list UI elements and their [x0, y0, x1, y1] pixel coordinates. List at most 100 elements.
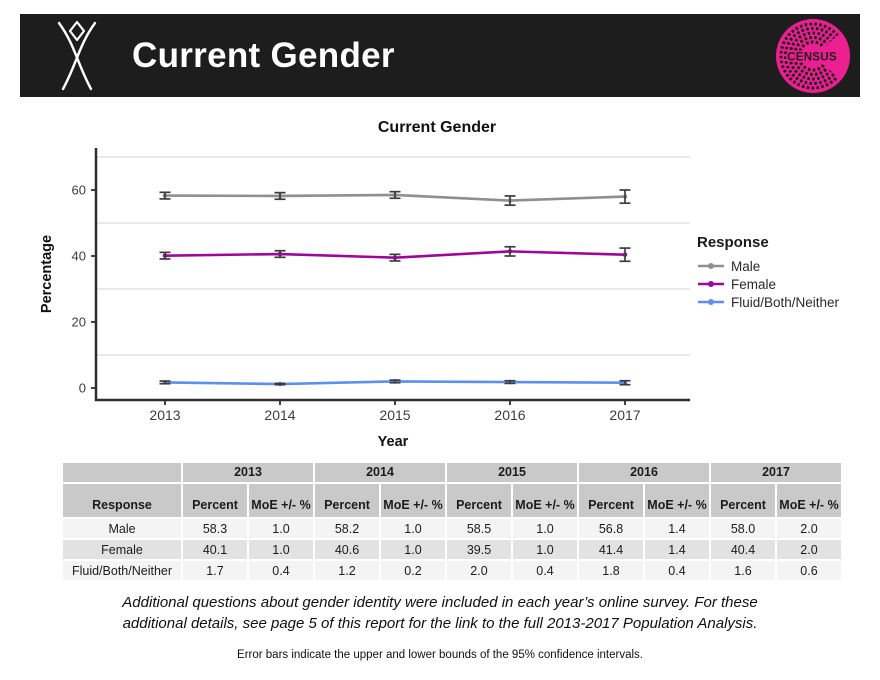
table-cell-male-9: 2.0 [777, 519, 841, 538]
chart-legend: Response Male Female Fluid/Both/Neither [697, 234, 839, 311]
table-cell-fluid-both-neither-0: 1.7 [183, 561, 247, 580]
table-cell-fluid-both-neither-2: 1.2 [315, 561, 379, 580]
table-cell-fluid-both-neither-6: 1.8 [579, 561, 643, 580]
census-c-opening [813, 31, 850, 80]
x-tick-label-2013: 2013 [149, 407, 180, 423]
table-cell-fluid-both-neither-1: 0.4 [249, 561, 313, 580]
x-tick-label-2016: 2016 [494, 407, 525, 423]
legend-label: Male [731, 258, 761, 274]
census-logo-icon: CENSUS [776, 18, 850, 93]
table-year-header-2015: 2015 [447, 463, 577, 482]
table-subheader-moe-2017: MoE +/- % [777, 484, 841, 517]
table-row-label: Fluid/Both/Neither [63, 561, 181, 580]
error-bar-female-2017 [619, 247, 631, 263]
error-bar-fluid-both-neither-2013 [159, 380, 171, 385]
table-cell-male-1: 1.0 [249, 519, 313, 538]
table-cell-female-2: 40.6 [315, 540, 379, 559]
table-row-label: Male [63, 519, 181, 538]
table-cell-fluid-both-neither-3: 0.2 [381, 561, 445, 580]
table-year-header-2013: 2013 [183, 463, 313, 482]
table-subheader-percent-2016: Percent [579, 484, 643, 517]
table-cell-fluid-both-neither-4: 2.0 [447, 561, 511, 580]
legend-items: Male Female Fluid/Both/Neither [697, 257, 839, 311]
table-corner-cell [63, 463, 181, 482]
x-tick-label-2017: 2017 [609, 407, 640, 423]
table-cell-female-4: 39.5 [447, 540, 511, 559]
error-bar-male-2017 [619, 189, 631, 205]
table-subheader-moe-2016: MoE +/- % [645, 484, 709, 517]
survey-note: Additional questions about gender identi… [60, 592, 820, 634]
table-cell-male-8: 58.0 [711, 519, 775, 538]
x-tick-label-2014: 2014 [264, 407, 295, 423]
table-response-header: Response [63, 484, 181, 517]
table-cell-male-4: 58.5 [447, 519, 511, 538]
table-subheader-percent-2014: Percent [315, 484, 379, 517]
table-subheader-percent-2013: Percent [183, 484, 247, 517]
table-cell-fluid-both-neither-7: 0.4 [645, 561, 709, 580]
table-cell-female-1: 1.0 [249, 540, 313, 559]
legend-label: Female [731, 276, 777, 292]
page-title: Current Gender [132, 35, 395, 75]
y-tick-label-0: 0 [79, 381, 86, 396]
error-bar-fluid-both-neither-2015 [389, 379, 401, 384]
error-bar-male-2016 [504, 195, 516, 207]
legend-label: Fluid/Both/Neither [731, 294, 840, 310]
legend-item-female: Female [697, 275, 839, 293]
legend-swatch-male [698, 263, 724, 269]
y-tick-label-20: 20 [72, 315, 86, 330]
legend-item-male: Male [697, 257, 839, 275]
table-subheader-percent-2015: Percent [447, 484, 511, 517]
table-cell-female-9: 2.0 [777, 540, 841, 559]
axis-lines [94, 148, 690, 402]
data-table-wrap: 2013 2014 2015 2016 2017 Response Percent MoE +… [61, 461, 843, 582]
table-cell-fluid-both-neither-9: 0.6 [777, 561, 841, 580]
table-cell-female-6: 41.4 [579, 540, 643, 559]
legend-item-fluid-both-neither: Fluid/Both/Neither [697, 293, 839, 311]
data-table: 2013 2014 2015 2016 2017 Response Percent MoE +… [61, 461, 843, 582]
error-bar-fluid-both-neither-2016 [504, 379, 516, 385]
table-cell-male-7: 1.4 [645, 519, 709, 538]
error-bar-female-2016 [504, 245, 516, 257]
table-subheader-moe-2014: MoE +/- % [381, 484, 445, 517]
error-bar-fluid-both-neither-2017 [619, 379, 631, 386]
error-bar-female-2013 [159, 251, 171, 260]
error-bar-male-2013 [159, 191, 171, 200]
table-cell-female-8: 40.4 [711, 540, 775, 559]
table-cell-female-0: 40.1 [183, 540, 247, 559]
table-cell-female-5: 1.0 [513, 540, 577, 559]
error-bar-female-2014 [274, 249, 286, 259]
legend-title: Response [697, 234, 769, 251]
x-axis-label: Year [378, 434, 409, 450]
table-row-fluid-both-neither: Fluid/Both/Neither 1.7 0.4 1.2 0.2 2.0 0.4 1.8 0… [63, 561, 841, 580]
error-bar-male-2015 [389, 190, 401, 200]
table-subheader-moe-2013: MoE +/- % [249, 484, 313, 517]
legend-swatch-female [698, 281, 724, 287]
error-bar-female-2015 [389, 253, 401, 262]
y-tick-label-40: 40 [72, 249, 86, 264]
person-figure-icon [57, 20, 97, 90]
census-logo-text: CENSUS [787, 51, 837, 63]
legend-swatch-fluid-both-neither [698, 299, 724, 305]
table-cell-female-3: 1.0 [381, 540, 445, 559]
line-chart-svg: 0 20 40 60 2013 2014 2015 2016 2017 Current Gende… [39, 119, 690, 450]
error-bar-footnote: Error bars indicate the upper and lower … [237, 649, 643, 661]
table-subheader-percent-2017: Percent [711, 484, 775, 517]
chart-section: 0 20 40 60 2013 2014 2015 2016 2017 Current Gende… [0, 108, 880, 460]
survey-note-line2: additional details, see page 5 of this r… [122, 615, 758, 632]
table-cell-male-5: 1.0 [513, 519, 577, 538]
table-row-male: Male 58.3 1.0 58.2 1.0 58.5 1.0 56.8 1.4 58.0 2.0 [63, 519, 841, 538]
table-year-header-2017: 2017 [711, 463, 841, 482]
table-cell-male-3: 1.0 [381, 519, 445, 538]
table-year-header-2016: 2016 [579, 463, 709, 482]
table-cell-fluid-both-neither-5: 0.4 [513, 561, 577, 580]
table-subheader-moe-2015: MoE +/- % [513, 484, 577, 517]
table-row-label: Female [63, 540, 181, 559]
error-bar-fluid-both-neither-2014 [274, 382, 286, 386]
y-tick-label-60: 60 [72, 183, 86, 198]
table-cell-male-6: 56.8 [579, 519, 643, 538]
chart-title: Current Gender [378, 119, 496, 136]
header-bar: Current Gender CENSUS [20, 14, 860, 97]
x-tick-label-2015: 2015 [379, 407, 410, 423]
y-axis-label: Percentage [39, 235, 55, 313]
table-cell-female-7: 1.4 [645, 540, 709, 559]
